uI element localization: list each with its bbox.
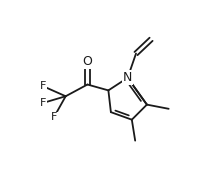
Text: O: O	[82, 55, 92, 68]
Text: F: F	[40, 98, 46, 108]
Text: F: F	[51, 112, 57, 122]
Text: F: F	[40, 81, 46, 91]
Text: N: N	[123, 71, 132, 84]
